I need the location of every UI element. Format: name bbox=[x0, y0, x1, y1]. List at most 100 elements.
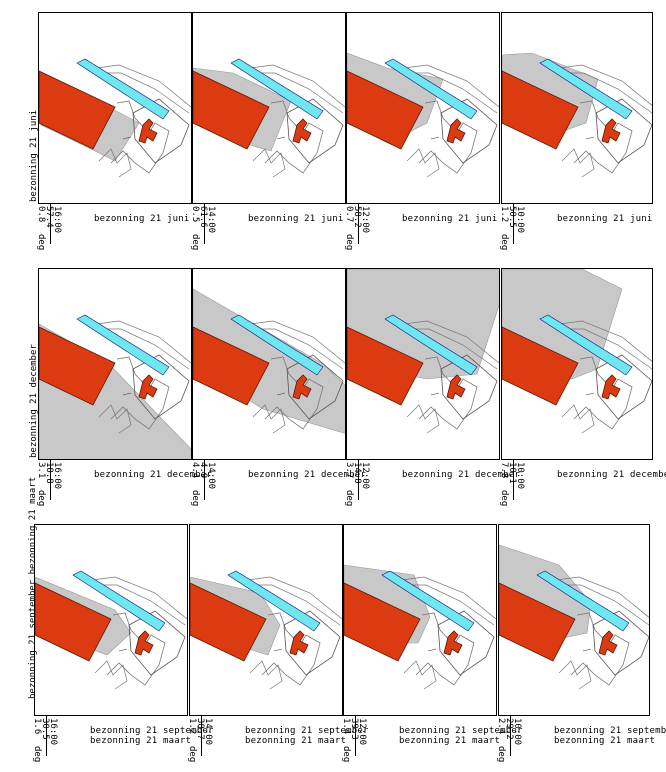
unit-label: deg bbox=[499, 490, 509, 507]
sun-elevation: 1.4 bbox=[341, 718, 351, 735]
panel-caption: bezonning 21 december bbox=[557, 470, 666, 480]
plot-outline bbox=[286, 354, 344, 420]
unit-label: deg bbox=[499, 234, 509, 251]
sun-elevation: 3.1 bbox=[36, 462, 46, 479]
sun-elevation: 1.6 bbox=[32, 718, 42, 735]
unit-label: deg bbox=[341, 746, 351, 763]
path-line bbox=[249, 660, 283, 690]
street-line-outer bbox=[548, 576, 649, 618]
small-building bbox=[134, 630, 154, 656]
canal bbox=[381, 570, 475, 632]
path-line bbox=[94, 660, 128, 690]
path-line bbox=[252, 404, 286, 434]
panel-caption: bezonning 21 juni bbox=[94, 214, 190, 224]
sun-study-panel bbox=[501, 268, 653, 460]
plot-outline bbox=[440, 354, 498, 420]
readout-tick bbox=[513, 460, 514, 500]
sun-elevation: 0.5 bbox=[190, 206, 200, 223]
readout-tick bbox=[50, 460, 51, 500]
small-building bbox=[446, 374, 466, 400]
street-line-outer bbox=[88, 64, 191, 108]
path-line bbox=[98, 148, 132, 178]
street-line-outer bbox=[393, 576, 496, 620]
plot-outline bbox=[283, 610, 341, 676]
north-marker bbox=[427, 648, 437, 652]
readout-tick bbox=[358, 204, 359, 244]
small-building bbox=[601, 374, 621, 400]
north-marker bbox=[430, 392, 440, 396]
canal bbox=[539, 314, 633, 376]
site-plan-drawing bbox=[344, 564, 496, 690]
path-line bbox=[403, 660, 437, 690]
unit-label: deg bbox=[32, 746, 42, 763]
unit-label: deg bbox=[36, 234, 46, 251]
site-plan-drawing bbox=[347, 52, 499, 178]
path-line bbox=[558, 660, 592, 690]
sun-study-panel bbox=[34, 524, 188, 716]
site-plan-drawing bbox=[39, 58, 191, 178]
plot-outline bbox=[595, 98, 652, 164]
canal bbox=[230, 314, 324, 376]
plot-outline bbox=[592, 610, 649, 676]
site-plan-drawing bbox=[502, 52, 652, 178]
site-plan-drawing bbox=[35, 570, 187, 690]
panel-caption-secondary: bezonning 21 maart bbox=[245, 736, 347, 746]
large-building bbox=[347, 70, 424, 150]
sun-elevation: 3.7 bbox=[344, 462, 354, 479]
readout-tick bbox=[355, 716, 356, 756]
sun-study-panel bbox=[192, 12, 346, 204]
site-plan-drawing bbox=[193, 288, 345, 434]
plot-outline bbox=[437, 610, 495, 676]
readout-tick bbox=[201, 716, 202, 756]
small-building bbox=[289, 630, 309, 656]
readout-tick bbox=[513, 204, 514, 244]
plot-outline bbox=[132, 98, 190, 164]
north-marker bbox=[585, 136, 595, 140]
path-line bbox=[561, 148, 595, 178]
canal bbox=[76, 58, 170, 120]
plot-outline bbox=[440, 98, 498, 164]
large-building bbox=[39, 326, 116, 406]
site-boundary-line bbox=[570, 612, 630, 686]
panel-caption: bezonning 21 juni bbox=[557, 214, 653, 224]
readout-tick bbox=[204, 460, 205, 500]
canal bbox=[536, 570, 630, 632]
sun-study-panel bbox=[38, 12, 192, 204]
sun-study-panel bbox=[189, 524, 343, 716]
site-boundary-line bbox=[573, 100, 633, 174]
panel-caption: bezonning 21 september bbox=[399, 726, 523, 736]
sun-study-panel bbox=[498, 524, 650, 716]
panel-caption: bezonning 21 december bbox=[94, 470, 212, 480]
panel-caption: bezonning 21 september bbox=[554, 726, 666, 736]
readout-tick bbox=[510, 716, 511, 756]
unit-label: deg bbox=[190, 234, 200, 251]
street-line-outer bbox=[84, 576, 187, 620]
street-line-outer bbox=[88, 320, 191, 364]
canal bbox=[230, 58, 324, 120]
small-building bbox=[138, 118, 158, 144]
panel-caption: bezonning 21 september bbox=[245, 726, 369, 736]
site-boundary-line bbox=[110, 356, 170, 430]
site-plan-drawing bbox=[193, 58, 345, 178]
large-building bbox=[193, 70, 270, 150]
large-building bbox=[190, 582, 267, 662]
large-building bbox=[344, 582, 421, 662]
street-line-outer bbox=[242, 320, 345, 364]
sun-elevation: 4.4 bbox=[190, 462, 200, 479]
site-plan-drawing bbox=[347, 269, 499, 434]
site-boundary-line bbox=[261, 612, 321, 686]
canal bbox=[72, 570, 166, 632]
unit-label: deg bbox=[190, 490, 200, 507]
sun-study-panel bbox=[501, 12, 653, 204]
sun-elevation: 0.7 bbox=[344, 206, 354, 223]
sun-elevation: 0.8 bbox=[36, 206, 46, 223]
path-line bbox=[252, 148, 286, 178]
path-line bbox=[406, 148, 440, 178]
sun-elevation: 7.8 bbox=[499, 462, 509, 479]
plot-outline bbox=[286, 98, 344, 164]
large-building bbox=[193, 326, 270, 406]
site-boundary-line bbox=[418, 356, 478, 430]
canal bbox=[539, 58, 633, 120]
sun-study-panel bbox=[343, 524, 497, 716]
north-marker bbox=[430, 136, 440, 140]
